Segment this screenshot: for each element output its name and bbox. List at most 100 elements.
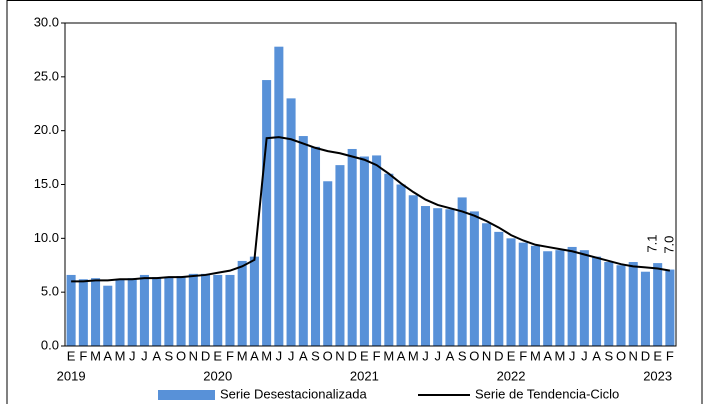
bar: [78, 279, 88, 346]
bar: [616, 265, 626, 346]
bar: [567, 246, 577, 346]
bar: [433, 208, 443, 346]
bar: [188, 273, 198, 346]
x-tick-label: J: [276, 348, 283, 363]
trend-line: [71, 136, 671, 283]
bar: [274, 46, 284, 346]
x-tick-label: S: [604, 348, 613, 363]
legend-label: Serie de Tendencia-Ciclo: [475, 386, 619, 401]
year-label: 2022: [497, 368, 526, 383]
bar: [579, 250, 589, 346]
bar: [420, 206, 431, 346]
y-tick-label: 10.0: [34, 230, 59, 245]
bar: [335, 165, 345, 346]
bar: [665, 269, 675, 346]
x-tick-label: J: [422, 348, 429, 363]
bar: [482, 223, 492, 346]
x-tick-label: N: [335, 348, 344, 363]
bar: [604, 262, 614, 346]
year-label: 2019: [57, 368, 86, 383]
bar: [176, 276, 186, 346]
legend-label: Serie Desestacionalizada: [220, 386, 367, 401]
x-tick-label: J: [288, 348, 295, 363]
x-tick-label: M: [261, 348, 272, 363]
x-tick-label: A: [299, 348, 308, 363]
x-tick-label: D: [201, 348, 210, 363]
bar: [225, 274, 235, 346]
bar: [152, 277, 162, 346]
x-tick-label: M: [554, 348, 565, 363]
y-tick-label: 0.0: [41, 337, 59, 352]
x-tick-label: A: [250, 348, 259, 363]
x-tick-label: A: [103, 348, 112, 363]
x-tick-label: M: [408, 348, 419, 363]
x-tick-label: E: [360, 348, 369, 363]
x-tick-label: S: [311, 348, 320, 363]
x-tick-label: J: [581, 348, 588, 363]
x-tick-label: E: [507, 348, 516, 363]
bar: [384, 173, 394, 346]
bar: [518, 242, 528, 346]
bar: [164, 277, 174, 346]
y-tick-label: 30.0: [34, 14, 59, 29]
bar: [262, 80, 272, 347]
bar: [506, 238, 516, 346]
bar: [286, 98, 296, 346]
bar: [115, 279, 125, 346]
x-tick-label: F: [226, 348, 234, 363]
bar: [457, 197, 467, 346]
y-tick-label: 15.0: [34, 176, 59, 191]
bar: [372, 155, 382, 346]
bar: [408, 195, 418, 346]
x-tick-label: J: [569, 348, 576, 363]
x-tick-label: A: [543, 348, 552, 363]
x-tick-label: O: [176, 348, 186, 363]
x-tick-label: A: [397, 348, 406, 363]
bar: [469, 211, 479, 346]
bar: [323, 181, 333, 346]
bar: [494, 231, 504, 346]
bar: [628, 262, 638, 346]
x-tick-label: D: [494, 348, 503, 363]
bar: [66, 274, 76, 346]
x-tick-label: M: [90, 348, 101, 363]
bar: [213, 274, 223, 346]
x-tick-label: F: [519, 348, 527, 363]
bar: [640, 271, 650, 346]
x-tick-label: A: [446, 348, 455, 363]
x-tick-label: M: [115, 348, 126, 363]
bar: [249, 256, 259, 346]
x-tick-label: O: [469, 348, 479, 363]
chart-frame: [6, 0, 703, 404]
bar: [530, 245, 540, 346]
bar: [139, 274, 149, 346]
bar: [347, 148, 357, 346]
x-tick-label: F: [373, 348, 381, 363]
bar: [310, 146, 321, 346]
bar: [298, 136, 308, 346]
bar: [91, 278, 101, 346]
x-tick-label: J: [141, 348, 148, 363]
x-tick-label: E: [67, 348, 76, 363]
x-tick-label: M: [530, 348, 541, 363]
x-tick-label: J: [434, 348, 441, 363]
y-tick-label: 20.0: [34, 122, 59, 137]
bar: [543, 251, 553, 346]
x-tick-label: N: [482, 348, 491, 363]
x-tick-label: E: [213, 348, 222, 363]
x-tick-label: M: [383, 348, 394, 363]
bar: [653, 263, 663, 346]
year-label: 2020: [203, 368, 232, 383]
x-tick-label: F: [666, 348, 674, 363]
x-tick-label: J: [129, 348, 136, 363]
year-label: 2023: [643, 368, 672, 383]
bar: [396, 184, 406, 346]
bar: [592, 256, 602, 346]
x-tick-label: A: [152, 348, 161, 363]
x-tick-label: O: [616, 348, 626, 363]
data-label: 7.1: [644, 235, 659, 253]
bar: [445, 209, 455, 346]
x-tick-label: S: [165, 348, 174, 363]
year-label: 2021: [350, 368, 379, 383]
